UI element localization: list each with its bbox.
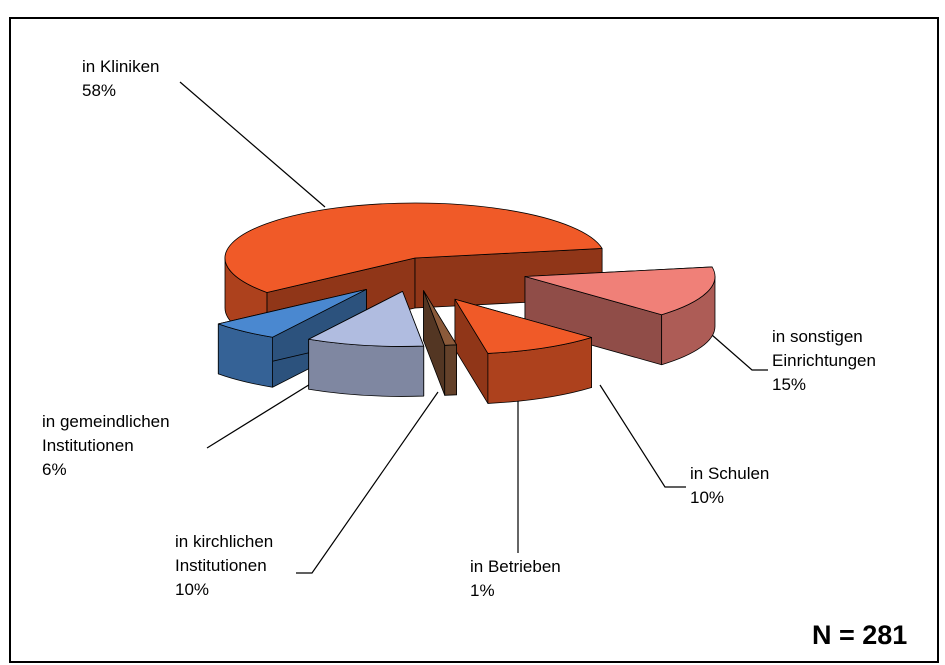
category-label: in Betrieben (470, 557, 561, 576)
value-label: 10% (690, 488, 725, 507)
category-label: in gemeindlichen Institutionen (42, 412, 170, 455)
value-label: 6% (42, 460, 67, 479)
slice-top (423, 290, 457, 346)
slice-top (224, 202, 603, 293)
value-label: 15% (772, 375, 807, 394)
value-label: 1% (470, 581, 495, 600)
category-label: in Kliniken (82, 57, 160, 76)
slice-wall (308, 338, 425, 397)
slice-label: in sonstigen Einrichtungen 15% (772, 325, 876, 397)
leader-lines (179, 81, 768, 574)
slice-top (217, 289, 367, 338)
slice-label: in Kliniken 58% (82, 55, 160, 103)
sample-size: N = 281 (812, 620, 908, 650)
pie (217, 202, 716, 404)
category-label: in sonstigen Einrichtungen (772, 327, 876, 370)
frame (9, 17, 939, 663)
slice-top (524, 266, 716, 316)
slice-top (454, 298, 592, 354)
slice-label: in Betrieben 1% (470, 555, 561, 603)
slice-label: in gemeindlichen Institutionen 6% (42, 410, 170, 482)
slice-label: in Schulen 10% (690, 462, 769, 510)
value-label: 10% (175, 580, 210, 599)
slice-label: in kirchlichen Institutionen 10% (175, 530, 273, 602)
slice-top (308, 291, 425, 347)
category-label: in kirchlichen Institutionen (175, 532, 274, 575)
value-label: 58% (82, 81, 117, 100)
category-label: in Schulen (690, 464, 770, 483)
slice-wall (444, 344, 457, 396)
